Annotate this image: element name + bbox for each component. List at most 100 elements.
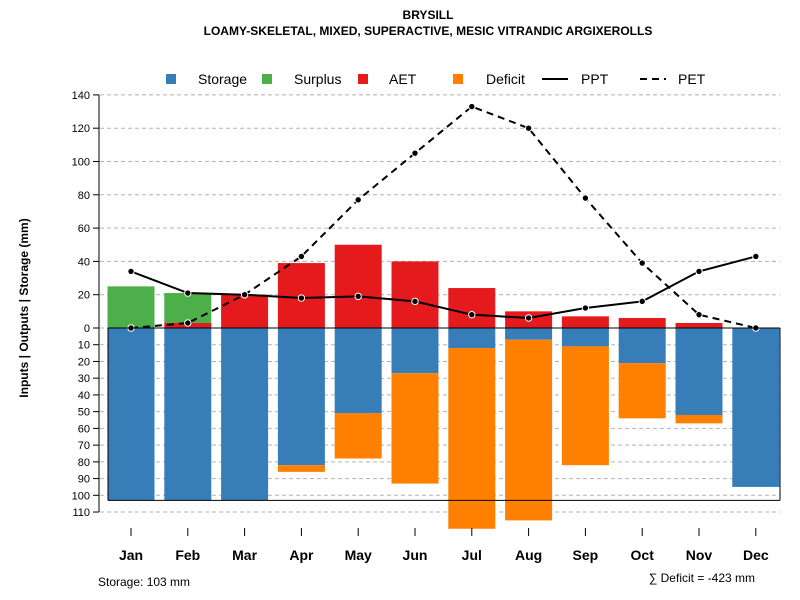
- ppt-point: [184, 289, 192, 297]
- ppt-point: [240, 291, 249, 299]
- x-tick-label: Jan: [119, 547, 143, 563]
- legend-label: Storage: [198, 71, 247, 87]
- pet-point: [468, 102, 476, 111]
- y-tick-label: 100: [72, 157, 90, 169]
- pet-line: [130, 105, 757, 329]
- aet-bar: [618, 318, 666, 328]
- x-tick-label: Apr: [289, 547, 314, 563]
- ppt-point: [468, 310, 476, 319]
- ppt-point: [752, 252, 760, 261]
- legend-label: Surplus: [294, 71, 341, 87]
- y-tick-label: 100: [72, 490, 90, 502]
- y-tick-label: 70: [78, 440, 90, 452]
- chart-title: BRYSILL: [403, 8, 454, 22]
- deficit-bar: [505, 339, 553, 521]
- legend-swatch: [166, 74, 176, 84]
- y-tick-label: 10: [78, 340, 90, 352]
- storage-bar: [561, 328, 609, 347]
- ppt-point: [127, 267, 135, 276]
- y-axis-label: Inputs | Outputs | Storage (mm): [17, 218, 31, 397]
- aet-bar: [221, 294, 269, 328]
- ppt-point: [695, 267, 703, 276]
- aet-bar: [675, 323, 723, 328]
- legend-swatch: [358, 74, 368, 84]
- storage-bar: [505, 328, 553, 340]
- storage-bar: [334, 328, 382, 414]
- storage-bar: [164, 328, 212, 501]
- surplus-bar: [107, 286, 155, 328]
- x-tick-label: May: [345, 547, 372, 563]
- y-tick-label: 90: [78, 474, 90, 486]
- y-tick-label: 30: [78, 373, 90, 385]
- storage-bar: [391, 328, 439, 374]
- x-tick-label: Nov: [686, 547, 713, 563]
- pet-point: [524, 124, 533, 132]
- y-tick-label: 60: [78, 423, 90, 435]
- x-tick-label: Oct: [631, 547, 655, 563]
- storage-bar: [107, 328, 155, 501]
- x-tick-label: Sep: [573, 547, 599, 563]
- storage-bar: [448, 328, 496, 349]
- ppt-point: [354, 292, 362, 301]
- legend: Storage Surplus AET Deficit PPT PET: [166, 71, 706, 87]
- y-tick-label: 40: [78, 256, 90, 268]
- y-tick-label: 50: [78, 407, 90, 419]
- pet-point: [581, 194, 590, 202]
- bars: [107, 244, 780, 529]
- surplus-bar: [164, 293, 212, 324]
- y-tick-label: 0: [84, 323, 90, 335]
- deficit-bar: [277, 465, 325, 472]
- y-tick-label: 60: [78, 223, 90, 235]
- y-tick-label: 80: [78, 457, 90, 469]
- ppt-point: [297, 294, 306, 302]
- deficit-bar: [561, 346, 609, 466]
- y-tick-label: 80: [78, 190, 90, 202]
- pet-point: [354, 196, 362, 204]
- storage-bar: [618, 328, 666, 364]
- deficit-note: ∑ Deficit = -423 mm: [649, 571, 755, 585]
- x-tick-label: Jul: [462, 547, 482, 563]
- pet-point: [638, 259, 646, 267]
- aet-bar: [334, 244, 382, 328]
- y-tick-label: 40: [78, 390, 90, 402]
- aet-bar: [391, 261, 439, 328]
- legend-label: AET: [389, 71, 417, 87]
- ppt-point: [638, 297, 646, 306]
- deficit-bar: [618, 363, 666, 419]
- y-tick-label: 110: [72, 507, 90, 519]
- ppt-point: [411, 297, 419, 306]
- storage-bar: [277, 328, 325, 466]
- axes: 0 20 40 60 80 100 120 140 10 20 30 40 50 60 70 80 90 100 1…: [72, 90, 781, 563]
- pet-point: [184, 319, 192, 327]
- legend-label: PPT: [581, 71, 609, 87]
- deficit-bar: [391, 373, 439, 484]
- x-tick-label: Dec: [743, 547, 769, 563]
- storage-bar: [675, 328, 723, 415]
- x-tick-label: Aug: [515, 547, 542, 563]
- pet-point: [411, 149, 419, 157]
- deficit-bar: [675, 414, 723, 424]
- ppt-point: [524, 314, 533, 322]
- legend-swatch: [262, 74, 272, 84]
- pet-point: [695, 310, 703, 319]
- x-tick-label: Feb: [175, 547, 200, 563]
- x-tick-label: Mar: [232, 547, 257, 563]
- y-tick-label: 140: [72, 90, 90, 102]
- aet-bar: [448, 288, 496, 328]
- y-tick-label: 20: [78, 290, 90, 302]
- storage-bar: [221, 328, 269, 501]
- deficit-bar: [334, 413, 382, 459]
- ppt-line: [130, 255, 757, 320]
- series-lines: [127, 102, 760, 332]
- pet-point: [297, 252, 306, 261]
- storage-bar: [732, 328, 780, 487]
- ppt-point: [581, 304, 590, 312]
- deficit-bar: [448, 348, 496, 529]
- gridlines: [100, 94, 780, 513]
- chart-subtitle: LOAMY-SKELETAL, MIXED, SUPERACTIVE, MESI…: [204, 24, 653, 38]
- legend-label: Deficit: [486, 71, 525, 87]
- legend-swatch: [453, 74, 463, 84]
- x-tick-label: Jun: [403, 547, 428, 563]
- storage-note: Storage: 103 mm: [98, 575, 190, 589]
